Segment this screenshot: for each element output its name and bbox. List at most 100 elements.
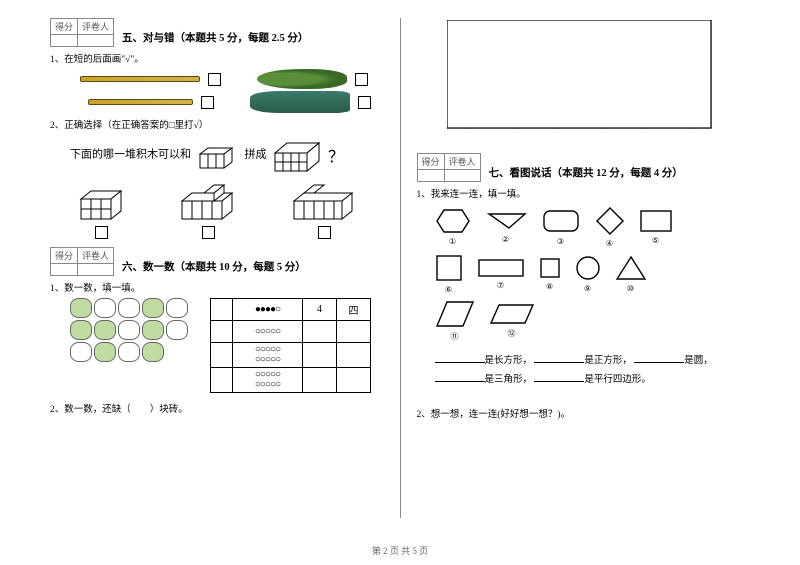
section5-title: 五、对与错（本题共 5 分，每题 2.5 分） xyxy=(122,30,308,47)
blank-line[interactable] xyxy=(435,372,485,382)
score-box-6: 得分 评卷人 六、数一数（本题共 10 分，每题 5 分） xyxy=(50,247,384,276)
q6-1-text: 1、数一数，填一填。 xyxy=(50,280,384,294)
blocks-prompt-b: 拼成 xyxy=(245,149,267,161)
blocks-prompt: 下面的哪一堆积木可以和 拼成 ？ xyxy=(70,137,384,173)
shape-circle: ⑨ xyxy=(575,255,601,293)
animal-icon xyxy=(70,320,92,340)
animal-icon xyxy=(94,298,116,318)
grader-label: 评卷人 xyxy=(78,19,114,35)
q5-1-text: 1、在短的后面画"√"。 xyxy=(50,51,384,65)
shape-para-tri: ② xyxy=(485,210,527,244)
checkbox-croc[interactable] xyxy=(358,96,371,109)
score-table-6: 得分 评卷人 xyxy=(50,247,114,276)
rod-long xyxy=(80,76,200,82)
score-table: 得分 评卷人 xyxy=(50,18,114,47)
num-4: 4 xyxy=(303,299,337,321)
block-option-1[interactable] xyxy=(71,179,131,239)
animals-grid xyxy=(70,298,200,362)
shape-roundrect: ③ xyxy=(541,208,581,246)
score-label: 得分 xyxy=(51,19,78,35)
shape-longrect: ⑦ xyxy=(477,258,525,290)
count-group: ●●●●○ 4 四 ○○○○○ ○○○○○ ○○○○○ xyxy=(70,298,384,393)
animal-icon xyxy=(166,298,188,318)
block-option-2[interactable] xyxy=(174,179,244,239)
blank-cell[interactable] xyxy=(337,321,371,343)
shapes-row-2: ⑥ ⑦ ⑧ ⑨ ⑩ xyxy=(435,254,751,294)
animal-icon xyxy=(142,320,164,340)
qmark: ？ xyxy=(328,149,344,166)
score-box-7: 得分 评卷人 七、看图说话（本题共 12 分，每题 4 分） xyxy=(417,153,751,182)
checkbox-block3[interactable] xyxy=(318,226,331,239)
checkbox-block1[interactable] xyxy=(95,226,108,239)
grader-label-6: 评卷人 xyxy=(78,248,114,264)
shape-square: ⑥ xyxy=(435,254,463,294)
shape-parallelogram2: ⑫ xyxy=(489,303,535,339)
score-table-7: 得分 评卷人 xyxy=(417,153,481,182)
animal-icon xyxy=(94,320,116,340)
animal-icon xyxy=(118,342,140,362)
animal-icon xyxy=(166,320,188,340)
checkbox-snake[interactable] xyxy=(355,73,368,86)
dots-row3: ○○○○○ ○○○○○ xyxy=(233,343,303,368)
animal-icon xyxy=(70,298,92,318)
shape-diamond: ④ xyxy=(595,206,625,248)
shape-triangle: ⑩ xyxy=(615,255,647,293)
blocks-prompt-a: 下面的哪一堆积木可以和 xyxy=(70,149,191,161)
column-divider xyxy=(400,18,401,518)
fill-text: 是长方形， 是正方形， 是圆， 是三角形， 是平行四边形。 xyxy=(435,352,751,390)
crocodile-image xyxy=(250,91,350,113)
checkbox-block2[interactable] xyxy=(202,226,215,239)
snake-image xyxy=(257,69,347,89)
section7-title: 七、看图说话（本题共 12 分，每题 4 分） xyxy=(489,165,683,182)
checkbox-rod1[interactable] xyxy=(208,73,221,86)
checkbox-rod2[interactable] xyxy=(201,96,214,109)
shapes-row-3: ⑪ ⑫ xyxy=(435,300,751,342)
count-table: ●●●●○ 4 四 ○○○○○ ○○○○○ ○○○○○ xyxy=(210,298,371,393)
score-label-6: 得分 xyxy=(51,248,78,264)
blocks-options xyxy=(50,179,384,239)
shape-smallsquare: ⑧ xyxy=(539,257,561,291)
grader-label-7: 评卷人 xyxy=(444,154,480,170)
animal-icon xyxy=(118,320,140,340)
shapes-row-1: ① ② ③ ④ ⑤ xyxy=(435,206,751,248)
animal-icon xyxy=(118,298,140,318)
q6-2-text: 2、数一数，还缺（ ）块砖。 xyxy=(50,401,384,415)
blank-line[interactable] xyxy=(534,353,584,363)
brick-wall xyxy=(447,20,751,133)
q5-1-row1 xyxy=(80,69,384,89)
shape-hexagon: ① xyxy=(435,208,471,246)
q5-2-text: 2、正确选择（在正确答案的□里打√） xyxy=(50,117,384,131)
dots-row2: ○○○○○ xyxy=(233,321,303,343)
blank-cell[interactable] xyxy=(303,321,337,343)
block-option-3[interactable] xyxy=(286,179,362,239)
dots-row1: ●●●●○ xyxy=(233,299,303,321)
blocks-target1 xyxy=(194,140,242,170)
blank-cell[interactable] xyxy=(303,343,337,368)
blank-cell[interactable] xyxy=(337,343,371,368)
blank-line[interactable] xyxy=(634,353,684,363)
right-column: 得分 评卷人 七、看图说话（本题共 12 分，每题 4 分） 1、我来连一连，填… xyxy=(407,10,761,530)
shape-parallelogram1: ⑪ xyxy=(435,300,475,342)
q7-2-text: 2、想一想，连一连(好好想一想？)。 xyxy=(417,406,751,420)
page-footer: 第 2 页 共 5 页 xyxy=(0,544,800,557)
blank-line[interactable] xyxy=(534,372,584,382)
animal-icon xyxy=(142,298,164,318)
section6-title: 六、数一数（本题共 10 分，每题 5 分） xyxy=(122,259,306,276)
page-container: 得分 评卷人 五、对与错（本题共 5 分，每题 2.5 分） 1、在短的后面画"… xyxy=(0,0,800,530)
animal-icon xyxy=(142,342,164,362)
left-column: 得分 评卷人 五、对与错（本题共 5 分，每题 2.5 分） 1、在短的后面画"… xyxy=(40,10,394,530)
shape-rect: ⑤ xyxy=(639,209,673,245)
cn-4: 四 xyxy=(337,299,371,321)
dots-row4: ○○○○○ ○○○○○ xyxy=(233,368,303,393)
blocks-target2 xyxy=(269,137,325,173)
q5-1-row2 xyxy=(80,91,384,113)
blank-cell[interactable] xyxy=(303,368,337,393)
animal-icon xyxy=(70,342,92,362)
score-box-5: 得分 评卷人 五、对与错（本题共 5 分，每题 2.5 分） xyxy=(50,18,384,47)
blank-line[interactable] xyxy=(435,353,485,363)
blank-cell[interactable] xyxy=(337,368,371,393)
q7-1-text: 1、我来连一连，填一填。 xyxy=(417,186,751,200)
score-label-7: 得分 xyxy=(417,154,444,170)
animal-icon xyxy=(94,342,116,362)
rod-short xyxy=(88,99,193,105)
